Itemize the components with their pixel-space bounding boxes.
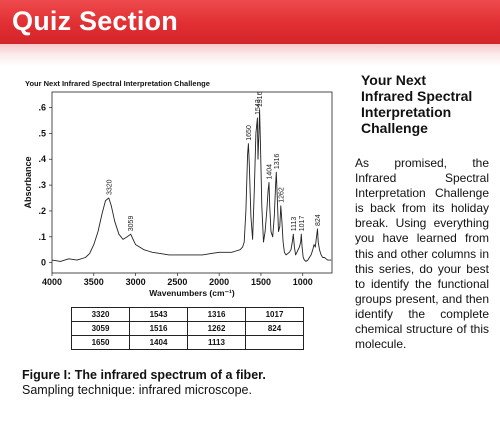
table-cell: 1316 [187,307,246,322]
plot-frame [51,91,333,274]
sidebar-body: As promised, the Infrared Spectral Inter… [355,156,489,352]
table-cell: 3320 [71,307,130,322]
table-row: 1650 1404 1113 [71,335,304,350]
table-cell: 1516 [129,321,188,336]
quiz-banner: Quiz Section [0,0,500,44]
peak-label: 1017 [299,216,306,232]
spectrum-line [51,109,332,262]
banner-title: Quiz Section [12,6,178,36]
peak-table: 3320 1543 1316 1017 3059 1516 1262 824 1650 1404 1… [71,307,304,350]
y-tick-label: .1 [38,232,46,242]
x-tick-label: 3500 [84,277,104,287]
x-tick-label: 1000 [293,277,313,287]
table-cell: 1017 [245,307,304,322]
peak-label: 1543 [255,99,262,115]
peak-label: 1113 [291,217,298,232]
chart-title: Your Next Infrared Spectral Interpretati… [25,79,210,88]
y-tick-label: .6 [38,103,46,113]
peak-label: 1516 [257,91,264,107]
peak-label: 3320 [106,179,113,195]
caption-rest: Sampling technique: infrared microscope. [22,383,252,397]
caption-lead: Figure I: The infrared spectrum of a fib… [22,368,266,382]
table-cell: 824 [245,321,304,336]
peak-label: 1650 [246,125,253,141]
table-row: 3059 1516 1262 824 [71,321,304,336]
table-cell: 1543 [129,307,188,322]
table-cell: 1404 [129,335,188,350]
table-cell: 1650 [71,335,130,350]
sidebar-title: Your Next Infrared Spectral Interpretati… [361,72,473,136]
peak-label: 1316 [274,153,281,169]
table-cell: 3059 [71,321,130,336]
table-row: 3320 1543 1316 1017 [71,307,304,322]
x-tick-label: 4000 [42,277,62,287]
peak-label: 3059 [128,216,135,232]
peak-label: 1262 [278,187,285,203]
peak-label: 824 [315,214,322,226]
x-tick-label: 2500 [167,277,187,287]
y-tick-label: 0 [41,258,46,268]
table-cell: 1113 [187,335,246,350]
banner-fade [0,44,500,66]
x-tick-label: 2000 [209,277,229,287]
table-cell: 1262 [187,321,246,336]
y-axis-label: Absorbance [23,156,33,208]
peak-label: 1404 [266,164,273,180]
y-tick-label: .5 [38,128,46,138]
y-tick-label: .2 [38,206,46,216]
figure-caption: Figure I: The infrared spectrum of a fib… [22,368,266,398]
x-tick-label: 3000 [126,277,146,287]
x-axis-label: Wavenumbers (cm⁻¹) [149,288,235,298]
table-cell [245,335,304,350]
y-tick-label: .4 [38,154,46,164]
y-tick-label: .3 [38,180,46,190]
x-tick-label: 1500 [251,277,271,287]
